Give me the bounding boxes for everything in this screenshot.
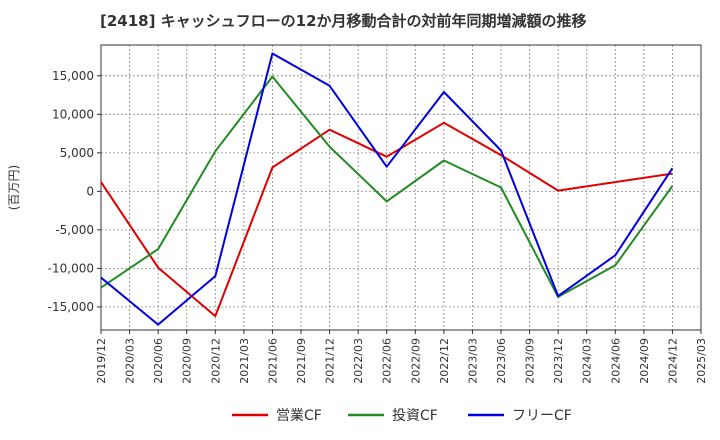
y-tick-label: 10,000 bbox=[52, 107, 94, 121]
y-tick-label: -5,000 bbox=[55, 223, 94, 237]
x-tick-label: 2024/09 bbox=[638, 338, 651, 384]
x-tick-label: 2021/09 bbox=[295, 338, 308, 384]
legend: 営業CF 投資CF フリーCF bbox=[232, 408, 572, 424]
series-line-3 bbox=[100, 52, 674, 326]
series-lines bbox=[100, 52, 674, 326]
y-tick-label: 0 bbox=[86, 184, 94, 198]
legend-label-2: 投資CF bbox=[392, 408, 438, 424]
legend-label-3: フリーCF bbox=[512, 408, 572, 424]
x-tick-label: 2020/09 bbox=[181, 338, 194, 384]
y-axis-label: (百万円) bbox=[7, 165, 21, 210]
y-tick-label: -15,000 bbox=[48, 300, 94, 314]
x-tick-label: 2021/03 bbox=[238, 338, 251, 384]
x-tick-label: 2024/06 bbox=[609, 338, 622, 384]
x-tick-label: 2024/12 bbox=[666, 338, 679, 384]
x-tick-label: 2020/03 bbox=[124, 338, 137, 384]
x-tick-label: 2023/06 bbox=[495, 338, 508, 384]
series-line-2 bbox=[100, 75, 674, 298]
grid bbox=[100, 45, 702, 330]
x-tick-label: 2023/03 bbox=[466, 338, 479, 384]
x-tick-label: 2025/03 bbox=[695, 338, 708, 384]
chart-title: [2418] キャッシュフローの12か月移動合計の対前年同期増減額の推移 bbox=[100, 12, 587, 30]
series-line-1 bbox=[100, 121, 673, 318]
x-tick-label: 2022/03 bbox=[352, 338, 365, 384]
x-tick-label: 2023/12 bbox=[552, 338, 565, 384]
x-tick-label: 2020/06 bbox=[152, 338, 165, 384]
y-tick-label: 5,000 bbox=[60, 146, 94, 160]
x-tick-label: 2022/09 bbox=[409, 338, 422, 384]
y-tick-label: -10,000 bbox=[48, 261, 94, 275]
x-tick-label: 2021/12 bbox=[324, 338, 337, 384]
x-tick-label: 2024/03 bbox=[581, 338, 594, 384]
x-tick-label: 2022/06 bbox=[381, 338, 394, 384]
x-tick-label: 2020/12 bbox=[209, 338, 222, 384]
plot-frame bbox=[100, 44, 702, 331]
legend-label-1: 営業CF bbox=[276, 408, 322, 424]
y-tick-label: 15,000 bbox=[52, 69, 94, 83]
x-tick-label: 2019/12 bbox=[95, 338, 108, 384]
x-tick-label: 2021/06 bbox=[266, 338, 279, 384]
axes: 15,000 10,000 5,000 0 -5,000 -10,000 -15,000 20… bbox=[7, 44, 708, 384]
x-tick-label: 2022/12 bbox=[438, 338, 451, 384]
x-tick-label: 2023/09 bbox=[524, 338, 537, 384]
